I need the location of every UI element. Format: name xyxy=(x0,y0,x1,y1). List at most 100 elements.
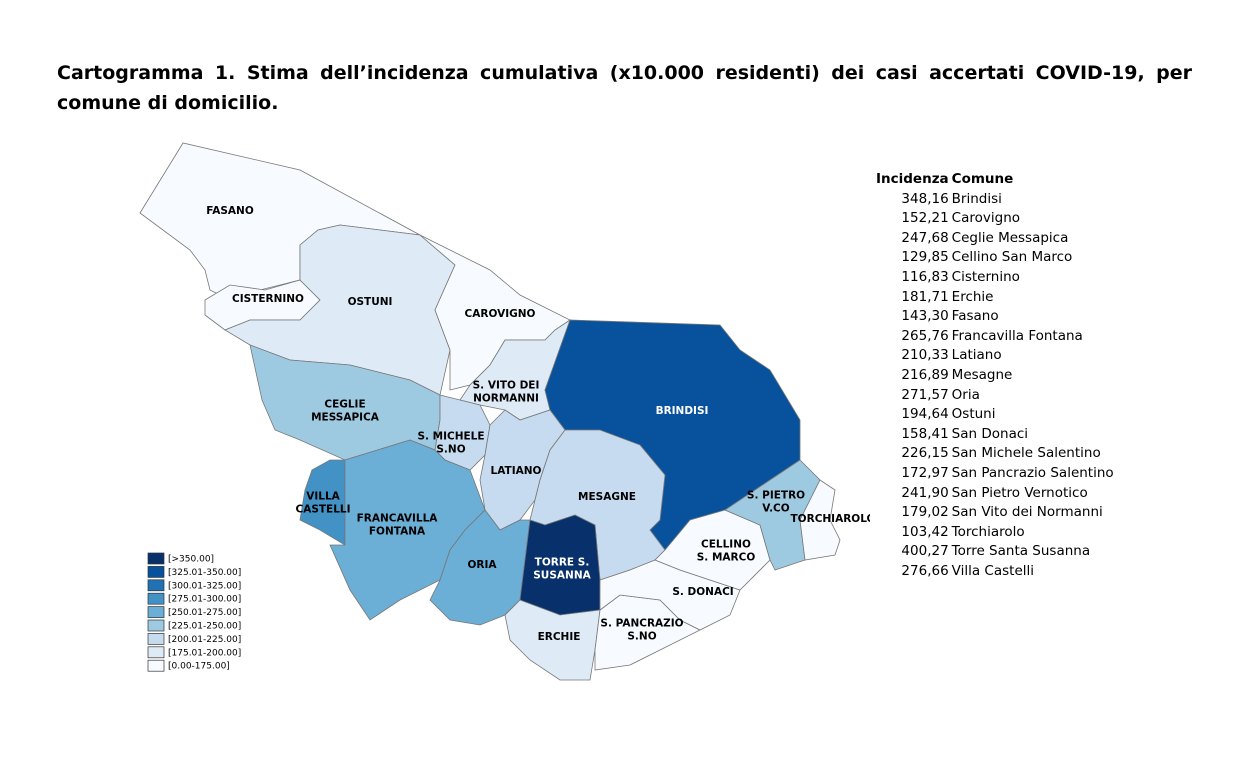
municipality-name: Latiano xyxy=(951,347,1002,364)
municipality-label: TORCHIAROLO xyxy=(791,513,870,525)
municipality-label: SUSANNA xyxy=(533,570,591,582)
municipality xyxy=(799,479,841,561)
municipality-label: S.NO xyxy=(627,631,656,643)
table-row: 116,83 Cisternino xyxy=(876,268,1117,288)
table-row: 247,68 Ceglie Messapica xyxy=(876,229,1117,249)
municipality-label: FASANO xyxy=(206,205,254,217)
municipality-label: MESSAPICA xyxy=(311,412,380,424)
municipality-label: S. PANCRAZIO xyxy=(600,618,683,630)
incidence-value: 194,64 xyxy=(901,406,949,423)
incidence-value: 247,68 xyxy=(901,229,949,246)
municipality-name: Cellino San Marco xyxy=(951,249,1073,266)
table-row: 226,15 San Michele Salentino xyxy=(876,444,1117,464)
legend-label: [200.01-225.00] xyxy=(168,635,241,645)
incidence-value: 400,27 xyxy=(901,543,949,560)
table-row: 271,57 Oria xyxy=(876,386,1117,406)
table-row: 241,90 San Pietro Vernotico xyxy=(876,484,1117,504)
municipality-label: V.CO xyxy=(762,503,789,515)
municipality-name: Torre Santa Susanna xyxy=(951,543,1091,560)
municipality xyxy=(434,394,491,471)
column-header: Incidenza xyxy=(876,171,949,187)
table-row: 181,71 Erchie xyxy=(876,288,1117,308)
municipality-name: San Pancrazio Salentino xyxy=(951,464,1114,481)
table-row: 348,16 Brindisi xyxy=(876,190,1117,210)
municipality-label: S.NO xyxy=(436,444,465,456)
table-row: 158,41 San Donaci xyxy=(876,425,1117,445)
legend-label: [300.01-325.00] xyxy=(168,581,241,591)
municipality-label: MESAGNE xyxy=(578,491,636,503)
municipality-name: Ceglie Messapica xyxy=(951,229,1069,246)
incidence-value: 210,33 xyxy=(901,347,949,364)
municipality-name: Mesagne xyxy=(951,366,1013,383)
incidence-value: 276,66 xyxy=(901,562,949,579)
municipality xyxy=(654,509,771,591)
legend-label: [225.01-250.00] xyxy=(168,622,241,632)
municipality-label: S. DONACI xyxy=(672,586,733,598)
legend-swatch xyxy=(147,646,165,659)
municipality-label: CISTERNINO xyxy=(232,293,304,305)
municipality-label: CASTELLI xyxy=(295,504,350,516)
table-row: 276,66 Villa Castelli xyxy=(876,562,1117,582)
municipality-label: VILLA xyxy=(306,491,340,503)
municipality-label: TORRE S. xyxy=(535,557,590,569)
municipality-name: Carovigno xyxy=(951,210,1021,227)
legend-swatch xyxy=(147,606,165,618)
incidence-value: 181,71 xyxy=(901,288,949,305)
municipality-label: BRINDISI xyxy=(656,405,709,417)
table-row: 129,85 Cellino San Marco xyxy=(876,248,1117,268)
legend-swatch xyxy=(147,579,165,592)
table-row: 152,21 Carovigno xyxy=(876,209,1117,229)
municipality-name: Villa Castelli xyxy=(951,562,1035,579)
incidence-value: 152,21 xyxy=(901,210,949,227)
legend-label: [0.00-175.00] xyxy=(168,662,230,672)
municipality-label: CELLINO xyxy=(701,539,751,551)
municipality-label: LATIANO xyxy=(491,465,542,477)
legend-swatch xyxy=(147,619,165,632)
incidence-value: 216,89 xyxy=(901,366,949,383)
municipality-label: S. VITO DEI xyxy=(473,380,540,392)
legend-label: [175.01-200.00] xyxy=(168,648,241,658)
municipality xyxy=(504,599,601,681)
incidence-value: 143,30 xyxy=(901,308,949,325)
incidence-value: 129,85 xyxy=(901,249,949,266)
municipality-label: S. PIETRO xyxy=(747,490,805,502)
title: Cartogramma 1. Stima dell’incidenza cumu… xyxy=(57,62,1192,114)
incidence-value: 116,83 xyxy=(901,268,949,285)
legend-swatch xyxy=(147,592,165,605)
incidence-value: 103,42 xyxy=(901,523,949,540)
incidence-value: 265,76 xyxy=(901,327,949,344)
column-header: Comune xyxy=(951,171,1014,187)
table-row: 400,27 Torre Santa Susanna xyxy=(876,542,1117,562)
legend-label: [250.01-275.00] xyxy=(168,608,241,618)
municipality-label: FONTANA xyxy=(369,526,426,538)
municipality-name: San Vito dei Normanni xyxy=(951,504,1103,521)
incidence-value: 271,57 xyxy=(901,386,949,403)
incidence-value: 241,90 xyxy=(901,484,949,501)
legend-label: [>350.00] xyxy=(168,555,214,565)
municipality-label: ERCHIE xyxy=(538,631,581,643)
municipality-name: Brindisi xyxy=(951,190,1002,207)
table-row: 194,64 Ostuni xyxy=(876,405,1117,425)
table-row: 210,33 Latiano xyxy=(876,346,1117,366)
legend-swatch xyxy=(147,659,165,672)
table-row: 143,30 Fasano xyxy=(876,307,1117,327)
municipality-label: S. MARCO xyxy=(697,552,756,564)
table-row: 265,76 Francavilla Fontana xyxy=(876,327,1117,347)
table-row: 172,97 San Pancrazio Salentino xyxy=(876,464,1117,484)
municipality-name: San Michele Salentino xyxy=(951,445,1101,462)
municipality-name: Torchiarolo xyxy=(951,523,1025,540)
municipality-name: Erchie xyxy=(951,288,994,305)
table-row: 179,02 San Vito dei Normanni xyxy=(876,503,1117,523)
municipality-name: Francavilla Fontana xyxy=(951,327,1083,344)
legend-swatch xyxy=(147,633,165,645)
municipality-label: CEGLIE xyxy=(324,399,365,411)
map: FASANO CISTERNINO OSTUNI CAROVIGNO S. VITO D… xyxy=(139,142,870,681)
incidence-value: 179,02 xyxy=(901,504,949,521)
legend-label: [275.01-300.00] xyxy=(168,595,241,605)
municipality-name: San Pietro Vernotico xyxy=(951,484,1088,501)
municipality-label: ORIA xyxy=(467,559,497,571)
municipality-name: Ostuni xyxy=(951,406,996,423)
municipality-label: S. MICHELE xyxy=(417,431,484,443)
legend-label: [325.01-350.00] xyxy=(168,568,241,578)
